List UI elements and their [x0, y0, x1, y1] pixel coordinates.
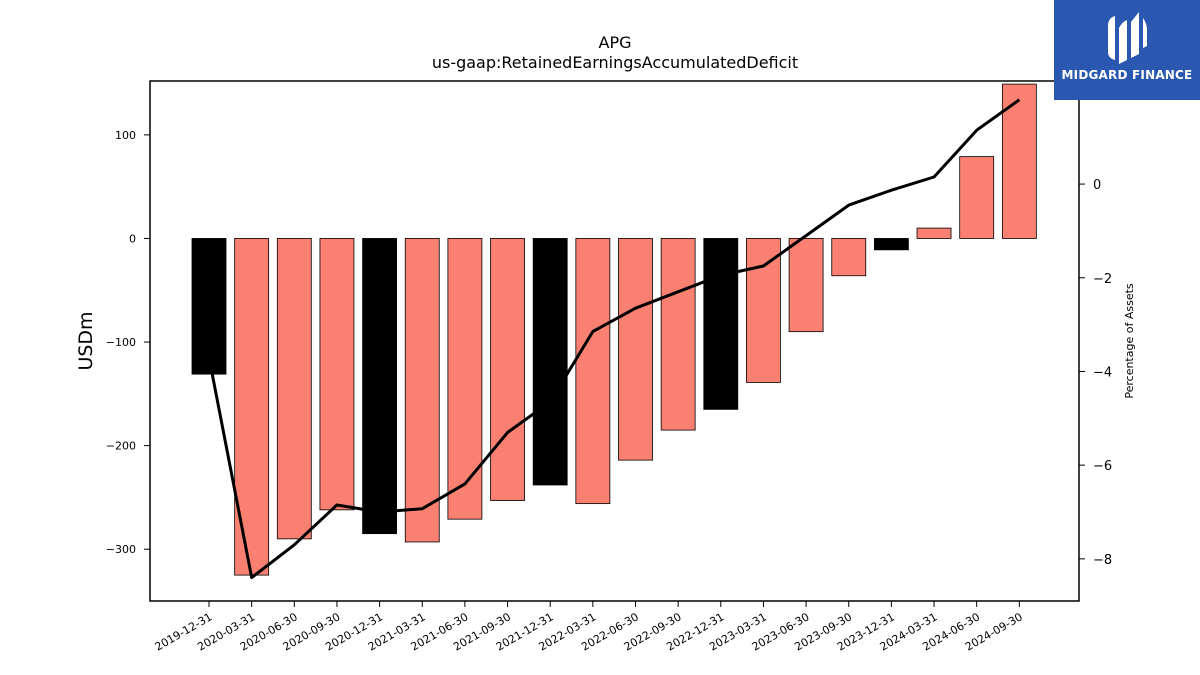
bar-2019-12-31	[191, 238, 227, 375]
y-axis-left: 100 0 −100 −200 −300	[106, 129, 150, 556]
logo-mark-icon	[1108, 12, 1147, 64]
bar-2021-06-30	[447, 238, 483, 520]
y2-axis-label: Percentage of Assets	[1123, 283, 1136, 399]
y2-tick-label: −8	[1093, 553, 1112, 568]
y2-tick-label: −2	[1093, 272, 1112, 287]
y-tick-label: −100	[106, 336, 136, 349]
bar-2020-06-30	[276, 238, 312, 540]
bar-2024-03-31	[916, 227, 952, 239]
y-tick-label: 0	[129, 232, 136, 245]
bar-2023-12-31	[874, 238, 909, 251]
y-tick-label: −300	[106, 543, 136, 556]
y-tick-label: −200	[106, 440, 136, 453]
bar-2023-03-31	[746, 238, 781, 383]
y2-tick-label: −6	[1093, 459, 1112, 474]
chart-subtitle: us-gaap:RetainedEarningsAccumulatedDefic…	[432, 53, 798, 72]
y2-tick-label: −4	[1093, 365, 1112, 380]
logo: MIDGARD FINANCE	[1054, 0, 1200, 100]
plot-frame	[149, 80, 1080, 602]
bar-2024-06-30	[959, 156, 995, 239]
x-axis: 2019-12-312020-03-312020-06-302020-09-30…	[153, 601, 1025, 654]
bar-2021-09-30	[490, 238, 525, 501]
bar-2022-12-31	[703, 238, 739, 410]
bar-2020-03-31	[234, 238, 270, 576]
bar-2023-06-30	[788, 238, 824, 333]
logo-text: MIDGARD FINANCE	[1061, 68, 1193, 82]
bar-2024-09-30	[1001, 83, 1037, 239]
chart-title: APG	[599, 33, 632, 52]
bar-2021-03-31	[404, 238, 440, 543]
bar-2022-09-30	[660, 238, 696, 431]
line-group	[207, 98, 1021, 580]
bars-group	[191, 83, 1037, 576]
y-tick-label: 100	[115, 129, 136, 142]
bar-2020-12-31	[362, 238, 398, 535]
y-axis-right: 0 −2 −4 −6 −8	[1079, 178, 1112, 568]
percentage-line	[207, 98, 1021, 580]
y2-tick-label: 0	[1093, 178, 1101, 193]
bar-2022-03-31	[575, 238, 611, 505]
bar-2022-06-30	[618, 238, 653, 461]
bar-2023-09-30	[831, 238, 867, 277]
y-axis-label: USDm	[75, 311, 97, 370]
bar-2021-12-31	[532, 238, 568, 486]
bar-2020-09-30	[319, 238, 355, 511]
